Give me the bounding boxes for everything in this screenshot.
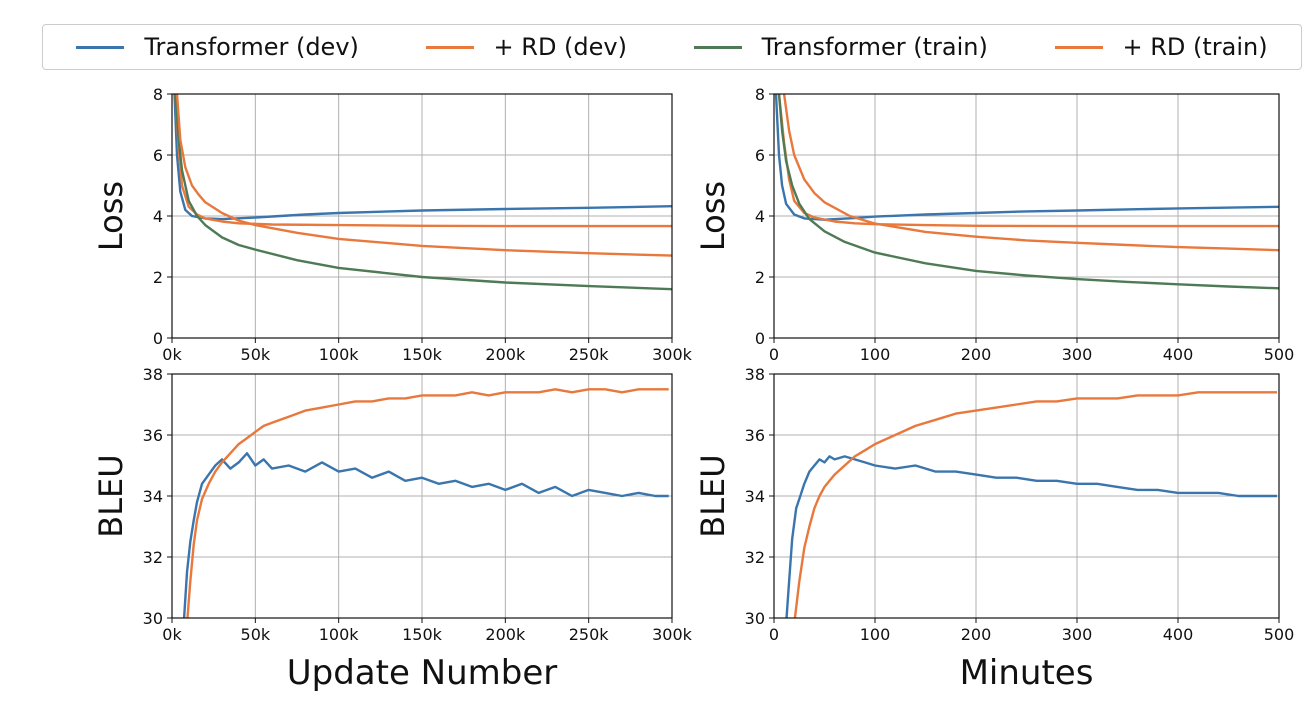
y-tick-label: 30: [143, 609, 163, 628]
y-tick-label: 38: [745, 365, 765, 384]
x-tick-label: 300: [1062, 625, 1093, 644]
y-tick-label: 36: [143, 426, 163, 445]
x-tick-label: 150k: [402, 345, 443, 364]
y-tick-label: 4: [755, 207, 765, 226]
chart-panel-bleu-updates: 0k 50k 100k 150k 200k 250k 300k 30 32 34 36 38 BLEU U…: [92, 365, 693, 693]
x-axis-label: Minutes: [960, 653, 1094, 693]
y-tick-label: 8: [153, 85, 163, 104]
x-tick-label: 200k: [485, 345, 526, 364]
x-tick-label: 250k: [569, 625, 610, 644]
x-tick-label: 200k: [485, 625, 526, 644]
x-tick-label: 250k: [569, 345, 610, 364]
x-tick-label: 300: [1062, 345, 1093, 364]
x-tick-label: 200: [961, 345, 992, 364]
y-tick-label: 34: [745, 487, 765, 506]
chart-panel-loss-minutes: 0 100 200 300 400 500 0 2 4 6 8 Loss: [694, 85, 1294, 364]
series-line-rd-dev: [186, 388, 669, 618]
legend: Transformer (dev) + RD (dev) Transformer…: [42, 24, 1302, 70]
y-axis-label: Loss: [92, 181, 130, 251]
series-line-rd-dev: [793, 391, 1277, 618]
x-tick-label: 300k: [652, 345, 693, 364]
x-tick-label: 100: [860, 345, 891, 364]
x-tick-label: 200: [961, 625, 992, 644]
y-tick-label: 4: [153, 207, 163, 226]
legend-label: + RD (dev): [493, 33, 627, 61]
x-tick-label: 500: [1264, 625, 1295, 644]
y-tick-label: 2: [153, 268, 163, 287]
y-tick-label: 6: [153, 146, 163, 165]
x-axis-label: Update Number: [287, 653, 558, 693]
x-tick-label: 0: [769, 345, 779, 364]
legend-label: Transformer (dev): [144, 33, 359, 61]
x-tick-label: 50k: [241, 625, 271, 644]
x-tick-label: 0k: [162, 345, 182, 364]
y-tick-label: 30: [745, 609, 765, 628]
legend-item-transformer-dev: Transformer (dev): [76, 33, 359, 61]
x-tick-label: 100k: [319, 625, 360, 644]
legend-label: + RD (train): [1122, 33, 1268, 61]
chart-panel-loss-updates: 0k 50k 100k 150k 200k 250k 300k 0 2 4 6 8 Loss: [92, 85, 693, 364]
x-tick-label: 300k: [652, 625, 693, 644]
legend-item-rd-dev: + RD (dev): [425, 33, 627, 61]
series-line-rd-dev: [174, 94, 672, 228]
legend-swatch: [425, 45, 474, 49]
y-tick-label: 32: [143, 548, 163, 567]
y-tick-label: 0: [153, 329, 163, 348]
x-tick-label: 150k: [402, 625, 443, 644]
y-axis-label: Loss: [694, 181, 732, 251]
y-tick-label: 34: [143, 487, 163, 506]
y-tick-label: 8: [755, 85, 765, 104]
legend-swatch: [1054, 45, 1103, 49]
series-line-transformer-train: [174, 94, 672, 291]
legend-label: Transformer (train): [761, 33, 988, 61]
series-line-transformer-dev: [774, 94, 1279, 221]
y-tick-label: 38: [143, 365, 163, 384]
x-tick-label: 400: [1163, 345, 1194, 364]
legend-item-transformer-train: Transformer (train): [693, 33, 988, 61]
y-tick-label: 6: [755, 146, 765, 165]
y-axis-label: BLEU: [92, 454, 130, 537]
series-line-transformer-dev: [182, 452, 669, 618]
y-tick-label: 0: [755, 329, 765, 348]
x-tick-label: 500: [1264, 345, 1295, 364]
y-tick-label: 2: [755, 268, 765, 287]
x-tick-label: 100k: [319, 345, 360, 364]
series-line-rd-train: [175, 94, 672, 257]
series-line-transformer-train: [777, 94, 1279, 290]
y-axis-label: BLEU: [694, 454, 732, 537]
x-tick-label: 0: [769, 625, 779, 644]
x-tick-label: 400: [1163, 625, 1194, 644]
x-tick-label: 100: [860, 625, 891, 644]
series-line-rd-dev: [777, 94, 1279, 228]
x-tick-label: 50k: [241, 345, 271, 364]
series-line-transformer-dev: [785, 455, 1277, 618]
series-line-transformer-dev: [173, 94, 672, 221]
y-tick-label: 32: [745, 548, 765, 567]
x-tick-label: 0k: [162, 625, 182, 644]
legend-swatch: [76, 45, 125, 49]
series-line-rd-train: [782, 94, 1279, 252]
y-tick-label: 36: [745, 426, 765, 445]
legend-swatch: [693, 45, 742, 49]
chart-panel-bleu-minutes: 0 100 200 300 400 500 30 32 34 36 38 BLEU Minutes: [694, 365, 1294, 693]
legend-item-rd-train: + RD (train): [1054, 33, 1268, 61]
